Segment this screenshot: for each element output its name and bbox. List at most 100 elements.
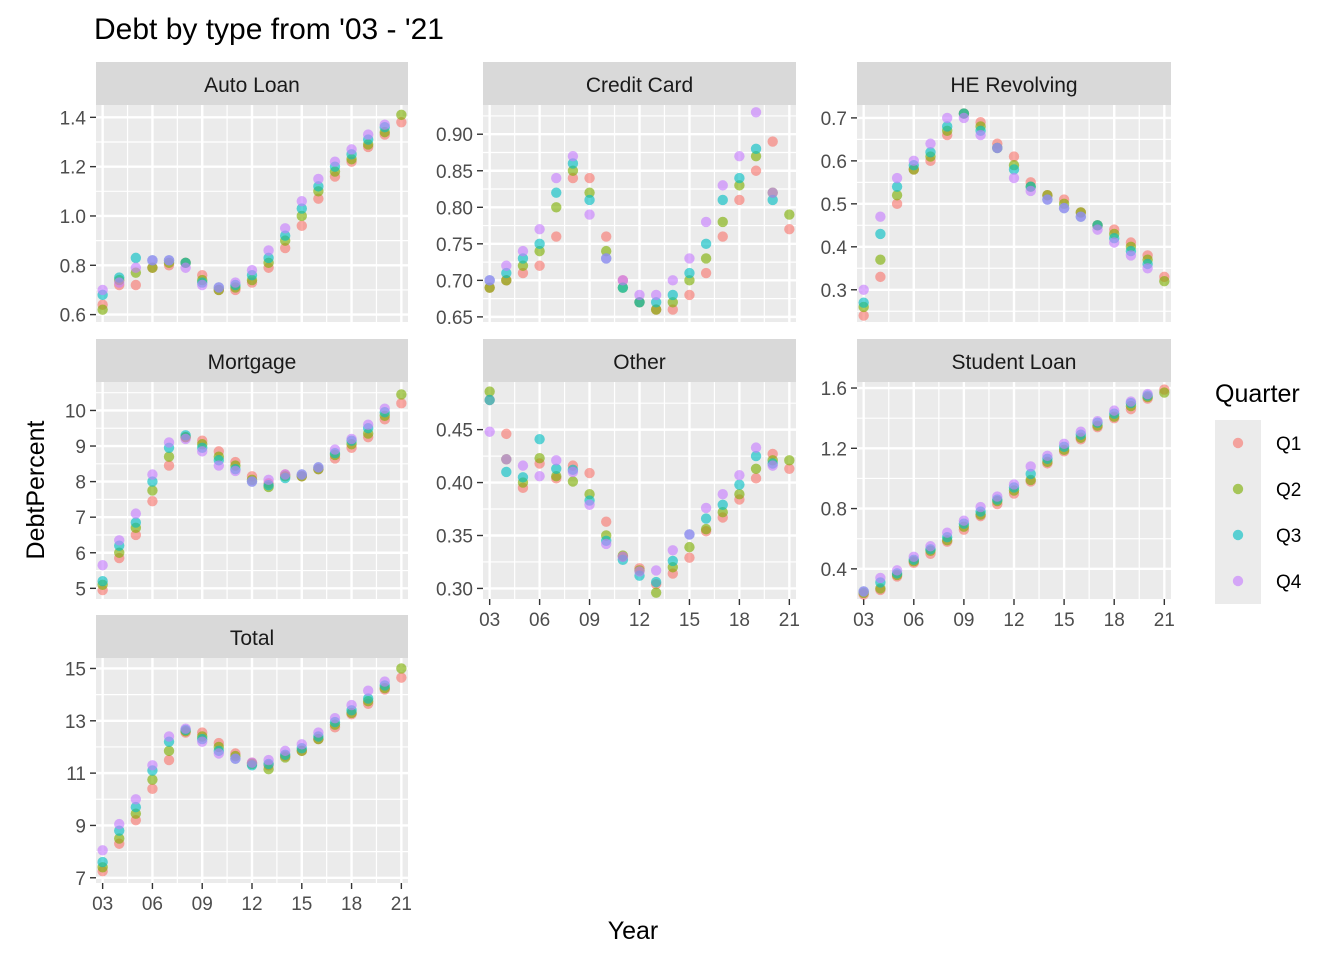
legend-key-q3 [1232, 529, 1244, 541]
point-q2 [396, 389, 407, 400]
y-tick-label: 0.4 [821, 560, 848, 581]
point-q4 [279, 223, 291, 234]
point-q4 [717, 180, 728, 191]
point-q4 [891, 172, 903, 184]
point-q2 [650, 587, 662, 598]
strip-label: Student Loan [952, 351, 1077, 374]
gridlines [857, 105, 1171, 322]
points [858, 384, 1170, 600]
y-tick-label: 0.5 [821, 195, 847, 216]
point-q4 [197, 736, 208, 747]
point-q4 [908, 551, 919, 563]
point-q4 [1008, 479, 1020, 490]
y-tick-label: 5 [75, 579, 86, 600]
point-q3 [551, 187, 562, 198]
panel-he-revolving: HE Revolving 0.3 0.4 0.5 0.6 0.7 [821, 62, 1171, 322]
y-tick-label: 0.30 [436, 579, 473, 600]
point-q3 [617, 282, 629, 293]
point-q1 [1008, 151, 1020, 162]
point-q3 [858, 297, 869, 308]
point-q4 [362, 685, 374, 696]
point-q4 [279, 745, 291, 757]
x-tick-label: 15 [679, 610, 700, 631]
point-q2 [534, 453, 545, 464]
points [97, 663, 407, 877]
strip-he-revolving [857, 62, 1171, 105]
point-q4 [617, 551, 629, 562]
point-q4 [717, 489, 728, 500]
point-q4 [1058, 438, 1070, 449]
point-q2 [114, 547, 125, 558]
point-q4 [975, 501, 986, 513]
strip-label: Credit Card [586, 74, 693, 97]
point-q3 [717, 499, 728, 510]
point-q4 [634, 289, 645, 301]
point-q4 [634, 566, 645, 577]
point-q3 [667, 289, 678, 301]
point-q4 [114, 818, 125, 830]
point-q2 [97, 304, 108, 315]
point-q4 [362, 419, 374, 430]
x-axis-title: Year [608, 917, 659, 945]
gridlines [483, 105, 796, 322]
point-q4 [875, 572, 886, 584]
point-q2 [684, 275, 695, 286]
point-q1 [891, 198, 903, 210]
point-q3 [313, 181, 324, 192]
x-tick-label: 03 [853, 610, 874, 631]
y-tick-label: 6 [75, 544, 86, 565]
point-q4 [379, 403, 390, 414]
point-q1 [147, 783, 158, 795]
point-q4 [534, 471, 545, 482]
panel-student-loan: Student Loan 0.4 0.8 1.2 1.6 03 06 09 12 15 18 21 [821, 339, 1175, 631]
point-q2 [567, 476, 579, 487]
point-q4 [925, 541, 936, 552]
point-q1 [130, 279, 142, 291]
point-q3 [750, 143, 762, 155]
point-q4 [1075, 426, 1087, 437]
point-q4 [346, 433, 357, 445]
y-tick-label: 10 [65, 401, 86, 422]
point-q4 [130, 794, 142, 805]
strip-total [96, 615, 408, 658]
x-tick-label: 06 [142, 894, 163, 915]
point-q4 [1142, 388, 1153, 400]
point-q1 [517, 267, 529, 279]
point-q4 [313, 462, 324, 473]
point-q4 [279, 469, 291, 480]
point-q1 [684, 552, 695, 563]
point-q4 [329, 444, 341, 455]
x-tick-label: 12 [629, 610, 650, 631]
point-q3 [296, 203, 307, 214]
point-q4 [97, 560, 108, 571]
point-q2 [501, 275, 512, 286]
y-tick-label: 9 [75, 816, 86, 837]
x-tick-label: 15 [1054, 610, 1075, 631]
point-q3 [1025, 468, 1036, 480]
point-q1 [567, 172, 579, 184]
point-q1 [279, 242, 291, 254]
point-q4 [484, 275, 495, 286]
y-tick-label: 1.2 [60, 158, 86, 179]
point-q2 [163, 745, 175, 757]
y-tick-label: 0.80 [436, 198, 473, 219]
y-tick-label: 0.8 [821, 500, 847, 521]
point-q2 [584, 187, 595, 198]
x-tick-label: 06 [529, 610, 550, 631]
point-q2 [484, 282, 495, 293]
point-q4 [875, 211, 886, 222]
y-tick-label: 0.7 [821, 109, 847, 130]
gridlines [96, 658, 408, 883]
point-q4 [329, 156, 341, 167]
x-tick-label: 09 [579, 610, 600, 631]
x-tick-label: 09 [953, 610, 974, 631]
x-tick-label: 18 [729, 610, 750, 631]
point-q1 [551, 231, 562, 242]
legend-label: Q1 [1276, 434, 1301, 455]
point-q4 [114, 535, 125, 546]
point-q4 [1025, 185, 1036, 197]
point-q4 [684, 529, 695, 540]
point-q4 [379, 119, 390, 130]
panel-credit-card: Credit Card 0.65 0.70 0.75 0.80 0.85 0.90 [436, 62, 796, 329]
point-q4 [1109, 405, 1120, 416]
